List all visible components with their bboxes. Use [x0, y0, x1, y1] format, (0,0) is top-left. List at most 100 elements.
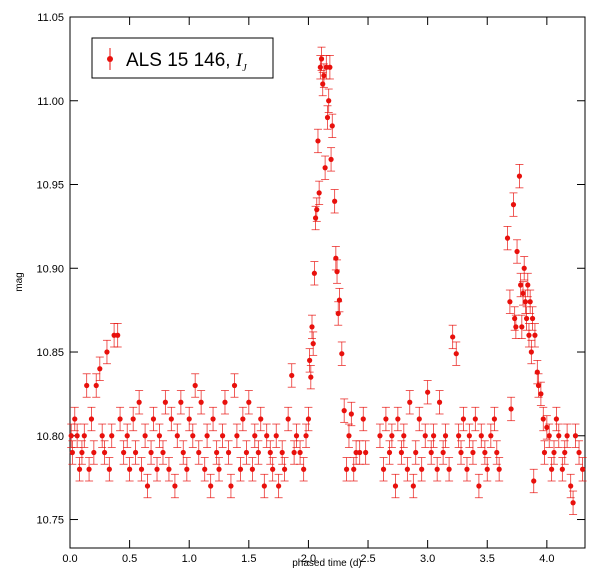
point	[507, 299, 513, 305]
point	[216, 466, 222, 472]
point	[285, 416, 291, 422]
point	[178, 399, 184, 405]
point	[301, 466, 307, 472]
point	[466, 433, 472, 439]
point	[237, 466, 244, 472]
point	[357, 449, 363, 456]
x-tick-label: 3.5	[480, 553, 495, 565]
point	[76, 466, 83, 472]
point	[334, 269, 340, 275]
point	[450, 334, 456, 340]
point	[162, 399, 168, 405]
point	[88, 416, 95, 422]
point	[434, 466, 440, 472]
point	[276, 483, 282, 489]
x-tick-label: 0.0	[62, 553, 77, 565]
point	[540, 416, 546, 422]
point	[307, 357, 313, 363]
point	[317, 64, 323, 70]
point	[132, 449, 139, 456]
point	[395, 416, 401, 422]
point	[523, 315, 530, 322]
point	[214, 449, 220, 456]
point	[208, 483, 214, 489]
point	[513, 324, 519, 330]
series	[67, 46, 587, 515]
point	[198, 399, 204, 405]
point	[234, 433, 240, 439]
point	[377, 433, 383, 439]
point	[456, 433, 462, 439]
point	[124, 433, 130, 439]
point	[576, 449, 582, 456]
point	[328, 156, 334, 162]
point	[210, 416, 216, 422]
point	[93, 382, 99, 389]
point	[329, 123, 335, 129]
x-tick-label: 2.5	[360, 553, 375, 565]
legend-box	[91, 37, 274, 79]
y-axis-label: mag	[14, 272, 25, 291]
y-tick-label: 11.05	[37, 12, 64, 24]
point	[436, 399, 443, 405]
point	[351, 466, 357, 472]
point	[323, 64, 329, 70]
point	[86, 466, 92, 472]
point	[535, 382, 542, 389]
point	[309, 324, 315, 330]
point	[363, 449, 369, 456]
point	[261, 483, 267, 489]
point	[322, 165, 328, 171]
point	[318, 56, 325, 62]
point	[343, 466, 350, 472]
legend-name: ALS 15 146,	[126, 50, 236, 71]
point	[528, 349, 534, 355]
x-tick-label: 2.0	[301, 553, 316, 565]
point	[544, 424, 550, 430]
point	[520, 290, 526, 296]
point	[279, 449, 285, 456]
y-tick-label: 10.95	[36, 180, 64, 192]
point	[504, 235, 511, 241]
point	[160, 449, 166, 456]
point	[549, 466, 555, 472]
point	[311, 270, 317, 276]
point	[204, 433, 210, 439]
point	[512, 315, 518, 322]
point	[150, 416, 157, 422]
point	[339, 351, 345, 357]
legend-marker	[107, 56, 113, 62]
point	[478, 433, 484, 439]
point	[446, 466, 452, 472]
point	[525, 282, 531, 288]
point	[559, 466, 565, 472]
plot-frame	[69, 16, 586, 549]
point	[348, 411, 354, 417]
point	[267, 449, 273, 456]
point	[190, 433, 196, 439]
point	[464, 466, 470, 472]
point	[527, 299, 533, 305]
point	[69, 449, 75, 456]
point	[180, 449, 186, 456]
point	[518, 282, 524, 288]
point	[314, 207, 320, 213]
x-tick-label: 0.5	[122, 553, 137, 565]
point	[564, 433, 570, 439]
point	[312, 215, 319, 221]
point	[303, 433, 309, 439]
point	[526, 332, 532, 338]
point	[404, 466, 410, 472]
point	[551, 449, 557, 456]
point	[562, 449, 568, 456]
point	[332, 198, 338, 204]
point	[291, 449, 297, 456]
point	[72, 416, 78, 422]
point	[202, 466, 208, 472]
point	[316, 190, 322, 196]
point	[482, 449, 488, 456]
point	[413, 449, 419, 456]
point	[172, 483, 178, 489]
point	[519, 324, 525, 330]
